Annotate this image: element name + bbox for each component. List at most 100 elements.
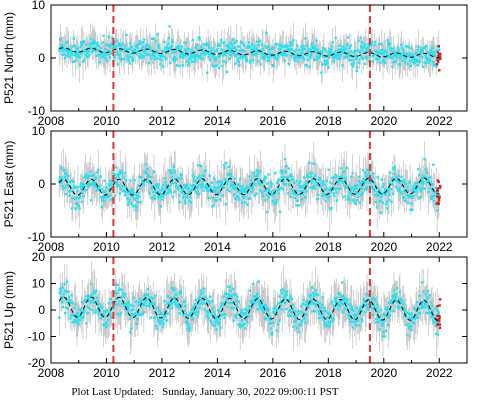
data-point	[283, 295, 286, 299]
recent-point	[437, 198, 441, 202]
data-point	[221, 64, 224, 68]
data-point	[80, 200, 83, 204]
data-point	[437, 310, 440, 314]
data-point	[185, 196, 188, 199]
data-point	[436, 45, 439, 48]
data-point	[158, 195, 162, 198]
data-point	[258, 299, 261, 302]
data-point	[271, 331, 274, 334]
data-point	[328, 194, 331, 198]
data-point	[112, 44, 116, 47]
data-point	[366, 50, 370, 53]
data-point	[118, 287, 121, 291]
recent-point	[436, 179, 440, 182]
data-point	[304, 313, 308, 317]
data-point	[159, 194, 163, 198]
data-point	[300, 197, 304, 201]
data-point	[64, 41, 68, 44]
data-point	[277, 301, 280, 305]
data-point	[380, 196, 383, 199]
data-point	[177, 307, 181, 310]
data-point	[359, 36, 362, 40]
data-point	[96, 185, 99, 189]
data-point	[366, 168, 370, 172]
data-point	[82, 40, 86, 43]
data-point	[371, 313, 375, 317]
data-point	[228, 48, 232, 51]
data-point	[58, 316, 61, 319]
data-point	[405, 189, 408, 192]
data-point	[202, 179, 206, 183]
data-point	[189, 201, 193, 204]
data-point	[258, 302, 261, 305]
data-point	[400, 306, 403, 310]
data-point	[430, 301, 433, 304]
data-point	[228, 295, 232, 298]
data-point	[120, 288, 124, 292]
data-point	[402, 179, 405, 182]
data-point	[190, 308, 194, 311]
data-point	[296, 309, 300, 313]
data-point	[299, 180, 302, 183]
data-point	[249, 61, 252, 65]
data-point	[197, 297, 200, 300]
data-point	[292, 39, 295, 42]
data-point	[363, 180, 366, 183]
data-point	[268, 322, 271, 325]
data-point	[364, 174, 368, 178]
data-point	[63, 282, 66, 286]
data-point	[84, 53, 87, 56]
data-point	[428, 50, 432, 53]
data-point	[168, 190, 172, 194]
data-point	[162, 322, 165, 325]
data-point	[146, 43, 150, 46]
data-point	[265, 189, 268, 192]
data-point	[383, 188, 386, 191]
data-point	[312, 294, 316, 297]
data-point	[304, 181, 308, 184]
data-point	[401, 192, 404, 196]
data-point	[374, 49, 377, 53]
data-point	[424, 168, 427, 171]
data-point	[230, 43, 234, 47]
data-point	[379, 211, 383, 214]
data-point	[243, 49, 247, 53]
data-point	[293, 310, 296, 313]
data-point	[197, 192, 200, 196]
data-point	[170, 179, 174, 183]
data-point	[255, 298, 258, 302]
x-tick-label: 2020	[370, 240, 397, 254]
data-point	[377, 320, 380, 324]
data-point	[389, 309, 392, 312]
data-point	[256, 296, 260, 299]
data-point	[85, 295, 88, 298]
data-point	[334, 50, 337, 53]
data-point	[110, 315, 113, 319]
data-point	[295, 56, 299, 59]
data-point	[348, 317, 352, 320]
data-point	[83, 189, 87, 192]
data-point	[162, 65, 165, 68]
data-point	[312, 46, 315, 49]
data-point	[292, 325, 295, 328]
data-point	[390, 56, 394, 60]
data-point	[256, 50, 260, 53]
data-point	[304, 37, 307, 40]
data-point	[418, 196, 422, 199]
data-point	[274, 202, 277, 206]
data-point	[268, 52, 271, 55]
data-point	[351, 64, 354, 68]
data-point	[95, 189, 98, 192]
data-point	[70, 52, 73, 56]
data-point	[264, 199, 267, 202]
data-point	[151, 184, 154, 188]
data-point	[372, 308, 376, 311]
data-point	[393, 168, 396, 171]
data-point	[103, 52, 107, 55]
data-point	[342, 195, 345, 199]
data-point	[58, 38, 62, 41]
data-point	[400, 298, 403, 301]
data-point	[238, 64, 241, 67]
data-point	[412, 306, 416, 310]
data-point	[128, 47, 131, 50]
